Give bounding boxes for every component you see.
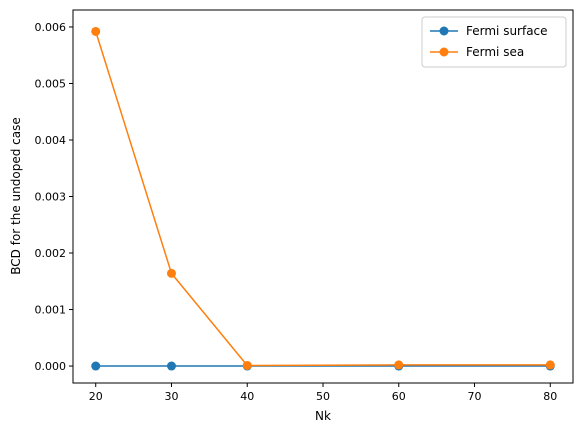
y-tick-label: 0.002 <box>35 247 67 260</box>
data-point-fermi-surface <box>91 361 101 371</box>
legend-marker-fermi-surface <box>439 26 449 36</box>
x-tick-label: 20 <box>89 390 103 403</box>
legend-item-fermi-surface: Fermi surface <box>430 24 548 38</box>
y-tick-label: 0.001 <box>35 304 67 317</box>
data-point-fermi-sea <box>545 360 555 370</box>
x-tick-label: 40 <box>240 390 254 403</box>
x-tick-label: 60 <box>392 390 406 403</box>
y-axis-label: BCD for the undoped case <box>9 117 23 274</box>
plot-frame <box>72 9 574 384</box>
data-point-fermi-sea <box>91 26 101 36</box>
x-tick-label: 80 <box>543 390 557 403</box>
y-tick-label: 0.000 <box>35 360 67 373</box>
y-tick-label: 0.003 <box>35 191 67 204</box>
legend-label-fermi-sea: Fermi sea <box>466 45 524 59</box>
data-point-fermi-sea <box>394 360 404 370</box>
x-axis-ticks: 20 30 40 50 60 70 80 <box>89 383 557 403</box>
series-layer <box>91 26 555 371</box>
legend-box <box>421 16 567 68</box>
data-point-fermi-surface <box>166 361 176 371</box>
legend-label-fermi-surface: Fermi surface <box>466 24 548 38</box>
data-point-fermi-sea <box>242 360 252 370</box>
y-tick-label: 0.005 <box>35 77 67 90</box>
legend: Fermi surface Fermi sea <box>421 16 567 68</box>
y-tick-label: 0.006 <box>35 21 67 34</box>
x-axis-label: Nk <box>315 409 331 423</box>
y-axis-ticks: 0.000 0.001 0.002 0.003 0.004 0.005 0.006 <box>35 21 73 373</box>
y-tick-label: 0.004 <box>35 134 67 147</box>
x-tick-label: 30 <box>164 390 178 403</box>
data-point-fermi-sea <box>166 268 176 278</box>
plot-area-background <box>73 10 573 383</box>
legend-marker-fermi-sea <box>439 47 449 57</box>
legend-item-fermi-sea: Fermi sea <box>430 45 524 59</box>
x-tick-label: 70 <box>468 390 482 403</box>
series-fermi-sea <box>91 26 555 370</box>
x-tick-label: 50 <box>316 390 330 403</box>
legend-entries: Fermi surface Fermi sea <box>430 24 548 59</box>
